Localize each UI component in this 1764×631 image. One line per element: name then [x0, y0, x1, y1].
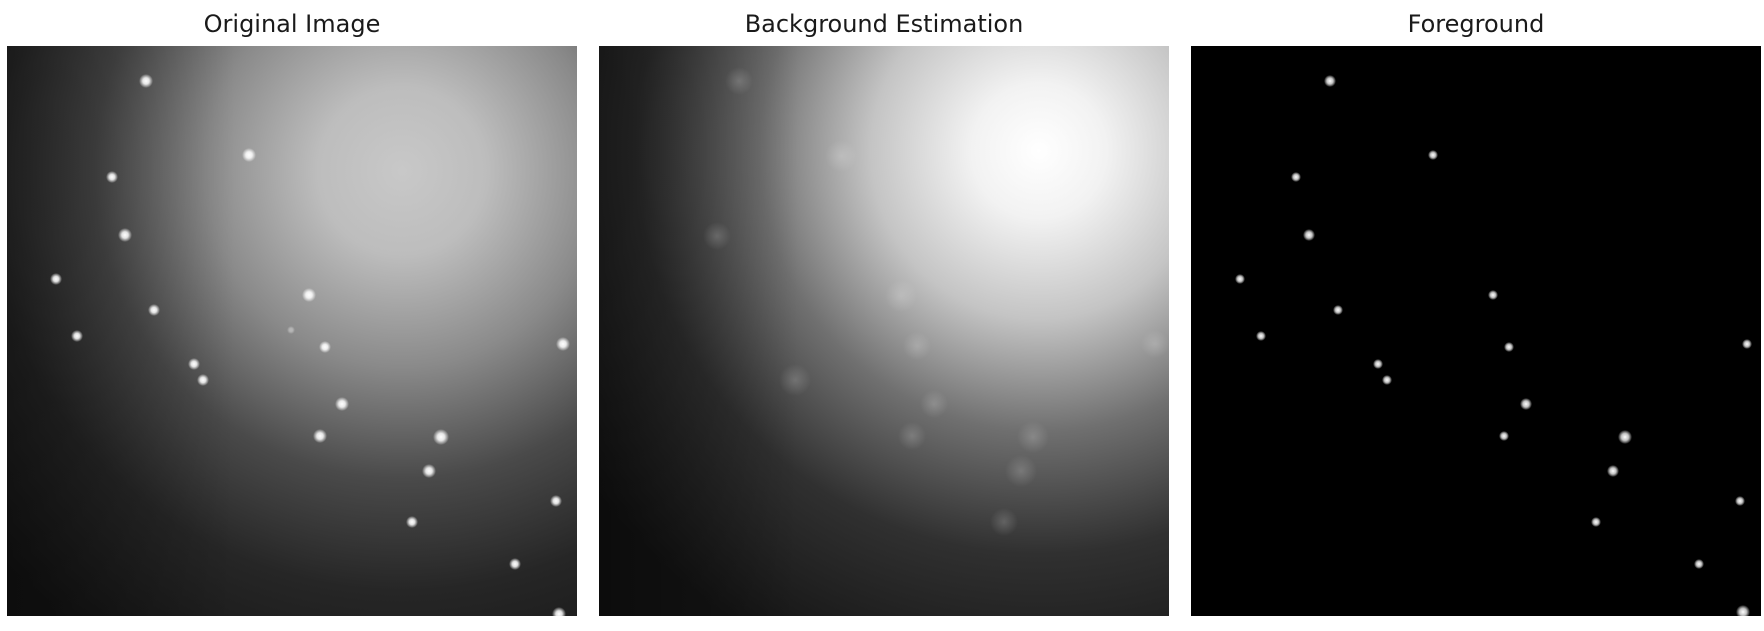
background-faint-blobs: [703, 67, 1169, 536]
foreground-image: [1191, 46, 1761, 616]
panel-title-background: Background Estimation: [744, 10, 1024, 38]
original-image-panel: [7, 46, 577, 616]
foreground-spots: [1235, 75, 1752, 616]
background-estimation-panel: [599, 46, 1169, 616]
original-image: [7, 46, 577, 616]
panel-title-foreground: Foreground: [1407, 10, 1545, 38]
foreground-panel: [1191, 46, 1761, 616]
background-estimation-image: [599, 46, 1169, 616]
foreground-background: [1191, 46, 1761, 616]
panel-title-original: Original Image: [203, 10, 381, 38]
original-spots: [50, 74, 570, 616]
